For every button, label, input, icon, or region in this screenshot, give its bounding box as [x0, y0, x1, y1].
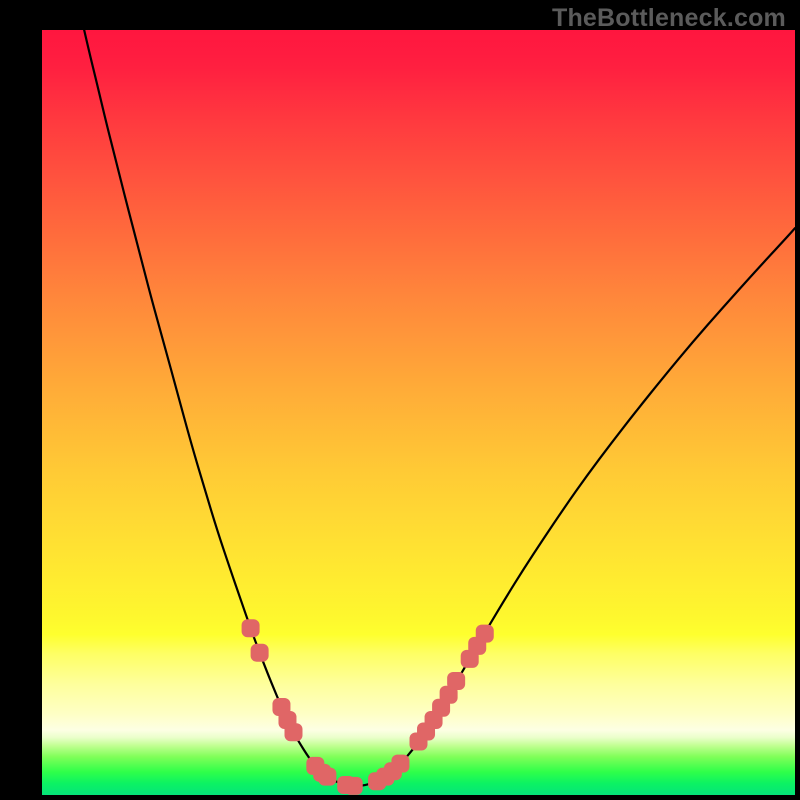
data-marker — [345, 777, 363, 795]
data-marker — [318, 768, 336, 786]
data-marker — [285, 723, 303, 741]
data-marker — [391, 755, 409, 773]
chart-svg — [42, 30, 795, 795]
gradient-background — [42, 30, 795, 795]
data-marker — [242, 619, 260, 637]
watermark-label: TheBottleneck.com — [552, 4, 786, 33]
plot-area — [42, 30, 795, 795]
data-marker — [251, 644, 269, 662]
data-marker — [447, 672, 465, 690]
chart-container: TheBottleneck.com — [0, 0, 800, 800]
data-marker — [476, 625, 494, 643]
